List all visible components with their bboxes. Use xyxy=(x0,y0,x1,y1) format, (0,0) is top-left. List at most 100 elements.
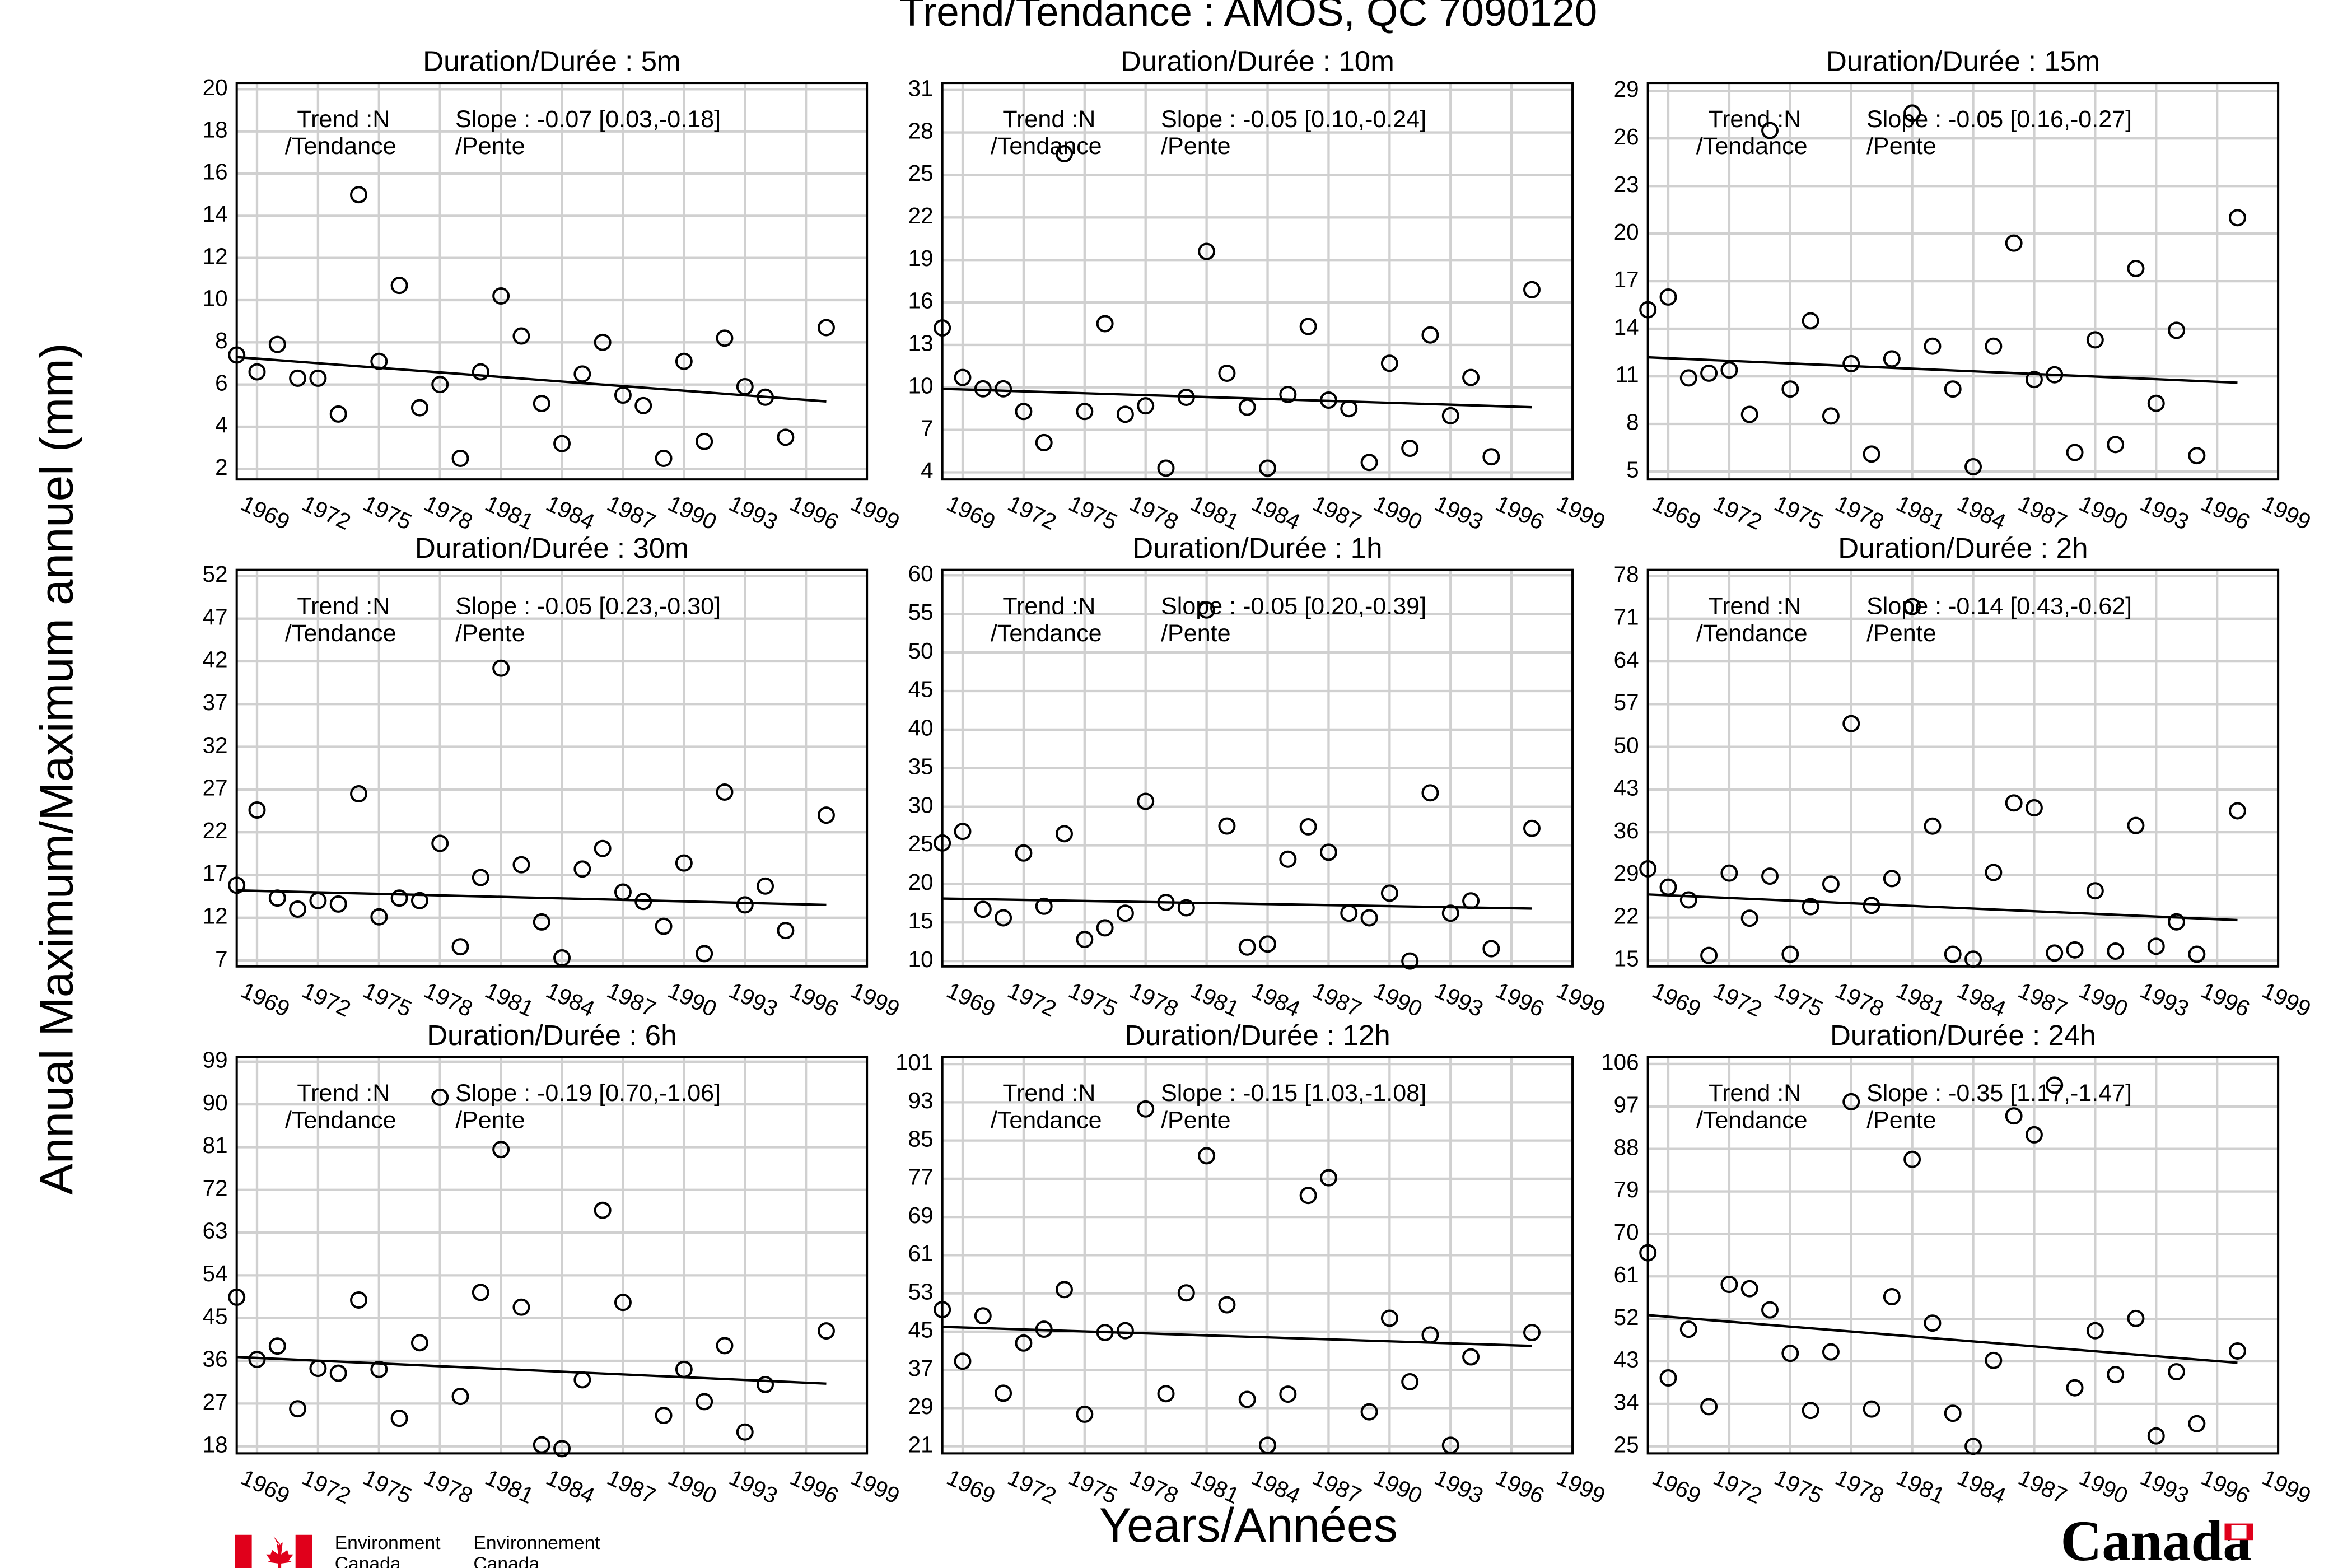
x-axis-label: Years/Années xyxy=(1099,1499,1398,1552)
point xyxy=(431,834,449,852)
point xyxy=(248,1351,266,1368)
annotation: /Pente xyxy=(455,133,525,160)
panel-title: Duration/Durée : 1h xyxy=(1132,532,1382,564)
point xyxy=(1198,601,1216,619)
y-tick-label: 7 xyxy=(921,415,933,441)
point xyxy=(1740,909,1758,927)
point xyxy=(1116,1322,1134,1340)
annotation: Slope : -0.19 [0.70,-1.06] xyxy=(455,1080,721,1107)
point xyxy=(228,346,246,364)
y-tick-label: 88 xyxy=(1614,1134,1639,1160)
point xyxy=(533,1436,550,1454)
point xyxy=(696,945,713,963)
point xyxy=(1015,844,1033,862)
point xyxy=(995,1384,1012,1402)
point xyxy=(1964,458,1982,475)
point xyxy=(696,1393,713,1411)
y-tick-label: 13 xyxy=(908,330,934,356)
y-tick-label: 25 xyxy=(1614,1431,1639,1457)
plot-area xyxy=(236,1057,867,1454)
point xyxy=(2228,209,2246,227)
annotation: Trend :N xyxy=(1708,592,1801,619)
point xyxy=(1523,281,1541,298)
annotation: Trend :N xyxy=(1708,106,1801,133)
point xyxy=(309,369,327,387)
point xyxy=(410,399,428,417)
canada-wordmark: Canada xyxy=(2060,1510,2251,1568)
point xyxy=(1076,931,1094,949)
page-title: Trend/Tendance : AMOS, QC 7090120 xyxy=(899,0,1597,35)
point xyxy=(1700,946,1718,964)
point xyxy=(1761,1301,1779,1319)
annotation: Trend :N xyxy=(297,106,390,133)
annotation: Slope : -0.05 [0.16,-0.27] xyxy=(1866,106,2132,133)
point xyxy=(309,892,327,909)
point xyxy=(817,806,835,824)
point xyxy=(2228,802,2246,820)
point xyxy=(390,277,408,295)
point xyxy=(1218,1296,1236,1314)
y-tick-label: 32 xyxy=(203,732,228,758)
plot-frame xyxy=(235,82,869,481)
plot-frame xyxy=(235,1056,869,1455)
y-tick-label: 29 xyxy=(1614,860,1639,886)
point xyxy=(934,1301,951,1319)
point xyxy=(1842,715,1860,732)
point xyxy=(1360,454,1378,472)
point xyxy=(1259,459,1277,477)
point xyxy=(1863,445,1880,463)
point xyxy=(2168,913,2186,931)
y-tick-label: 99 xyxy=(203,1047,228,1072)
point xyxy=(472,1284,489,1301)
point xyxy=(2005,794,2023,812)
y-tick-label: 61 xyxy=(908,1240,934,1266)
point xyxy=(1903,104,1921,122)
y-tick-label: 14 xyxy=(203,201,228,227)
annotation: /Tendance xyxy=(285,620,396,647)
point xyxy=(1035,433,1053,451)
y-tick-label: 77 xyxy=(908,1164,934,1190)
y-tick-label: 52 xyxy=(1614,1304,1639,1330)
point xyxy=(1299,1187,1317,1205)
annotation: /Tendance xyxy=(1696,1107,1808,1133)
point xyxy=(1924,817,1942,835)
y-tick-label: 50 xyxy=(1614,732,1639,758)
point xyxy=(573,860,591,878)
annotation: /Tendance xyxy=(1696,133,1808,160)
point xyxy=(1740,1280,1758,1298)
point xyxy=(1802,312,1819,330)
plot-frame xyxy=(941,82,1574,481)
annotation: Trend :N xyxy=(1002,1080,1095,1107)
point xyxy=(1740,405,1758,423)
annotation: Trend :N xyxy=(297,1080,390,1107)
point xyxy=(594,333,612,351)
point xyxy=(472,363,489,381)
y-tick-label: 17 xyxy=(203,860,228,886)
point xyxy=(1177,899,1195,917)
point xyxy=(1157,459,1175,477)
point xyxy=(431,1088,449,1106)
y-tick-label: 71 xyxy=(1614,604,1639,630)
point xyxy=(1639,301,1657,319)
point xyxy=(309,1360,327,1378)
plot-area xyxy=(236,83,867,480)
annotation: Slope : -0.05 [0.23,-0.30] xyxy=(455,592,721,619)
y-tick-label: 85 xyxy=(908,1126,934,1151)
point xyxy=(655,917,673,935)
point xyxy=(1177,388,1195,406)
point xyxy=(757,1375,774,1393)
point xyxy=(1421,784,1439,802)
point xyxy=(512,1298,530,1316)
point xyxy=(1441,407,1459,424)
point xyxy=(2005,234,2023,252)
y-tick-label: 18 xyxy=(203,116,228,142)
point xyxy=(1924,1314,1942,1332)
panel-title: Duration/Durée : 10m xyxy=(1121,45,1394,77)
y-tick-label: 16 xyxy=(908,288,934,314)
panel-title: Duration/Durée : 6h xyxy=(427,1019,676,1051)
point xyxy=(1259,1436,1277,1454)
annotation: Trend :N xyxy=(1708,1080,1801,1107)
point xyxy=(2066,941,2084,959)
